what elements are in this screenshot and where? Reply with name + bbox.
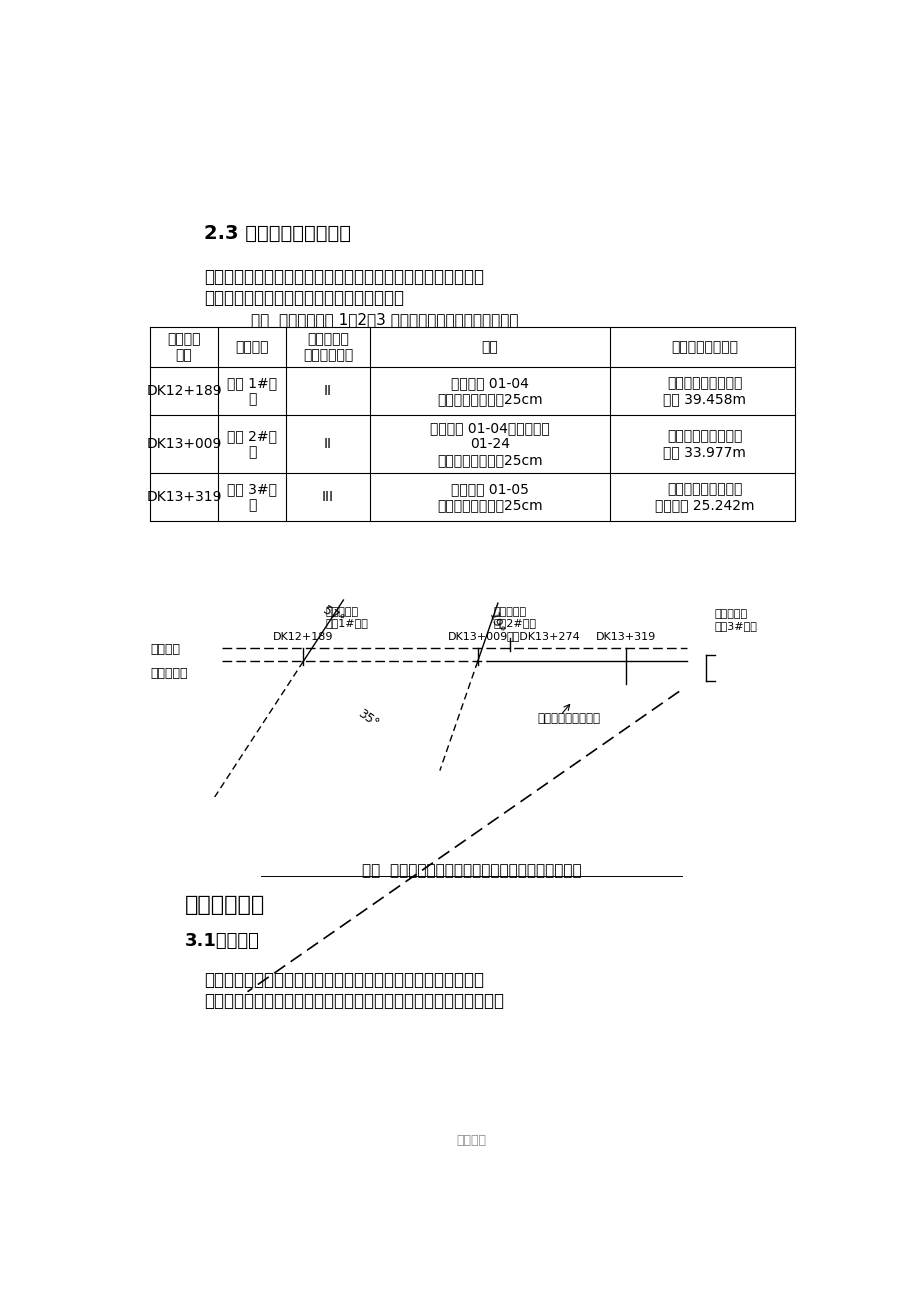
Text: 3.1方案概述: 3.1方案概述 — [185, 932, 259, 950]
Text: DK13+319: DK13+319 — [146, 491, 221, 504]
Text: 新建隧道上跨，轨面
高差 33.977m: 新建隧道上跨，轨面 高差 33.977m — [663, 430, 745, 460]
Text: 57°: 57° — [320, 604, 346, 626]
Text: 推荐精选: 推荐精选 — [456, 1134, 486, 1147]
Text: 交叉段既有
隧道围岩级别: 交叉段既有 隧道围岩级别 — [302, 332, 353, 362]
Text: DK13+009: DK13+009 — [447, 631, 507, 642]
Text: 福平铁路: 福平铁路 — [151, 643, 180, 655]
Text: 衬砌: 衬砌 — [482, 340, 498, 354]
Text: 出口路基线路上跨，
轨面高差 25.242m: 出口路基线路上跨， 轨面高差 25.242m — [654, 482, 754, 513]
Text: DK12+189: DK12+189 — [273, 631, 334, 642]
Text: 温福联络线: 温福联络线 — [493, 607, 526, 617]
Text: 2.3 与既有隧道交叉情况: 2.3 与既有隧道交叉情况 — [204, 224, 351, 243]
Text: 新建隧道上跨，轨面
高差 39.458m: 新建隧道上跨，轨面 高差 39.458m — [663, 376, 745, 406]
Text: 鼓山 3#隧
道: 鼓山 3#隧 道 — [227, 482, 277, 513]
Text: 图一  福平铁路新鼓山隧道与既有鼓山隧道交叉示意图: 图一 福平铁路新鼓山隧道与既有鼓山隧道交叉示意图 — [361, 863, 581, 878]
Text: 联络线立体交叉。交叉情况见下表一及图一。: 联络线立体交叉。交叉情况见下表一及图一。 — [204, 289, 403, 307]
Text: 洞口DK13+274: 洞口DK13+274 — [505, 631, 580, 642]
Text: 鼓山2#隧道: 鼓山2#隧道 — [493, 618, 536, 629]
Text: 既有隧道: 既有隧道 — [235, 340, 268, 354]
Text: DK12+189: DK12+189 — [146, 384, 221, 398]
Text: 新鼓山隧道出口路基: 新鼓山隧道出口路基 — [537, 712, 600, 725]
Text: 福枢隧参 01-05
混凝土（无仰拱）25cm: 福枢隧参 01-05 混凝土（无仰拱）25cm — [437, 482, 542, 513]
Text: 新鼓山隧道出口段邻近营业线施工分为三部分考虑，一是出口段: 新鼓山隧道出口段邻近营业线施工分为三部分考虑，一是出口段 — [204, 971, 483, 990]
Text: 鼓山 1#隧
道: 鼓山 1#隧 道 — [227, 376, 277, 406]
Text: II: II — [323, 437, 332, 452]
Text: 温福联络线: 温福联络线 — [324, 607, 357, 617]
Text: 福枢隧参 01-04、福枢隧参
01-24
混凝土（无仰拱）25cm: 福枢隧参 01-04、福枢隧参 01-24 混凝土（无仰拱）25cm — [430, 421, 550, 467]
Text: 19°: 19° — [485, 611, 505, 635]
Text: DK13+319: DK13+319 — [596, 631, 656, 642]
Text: 标一  福州枢纽鼓山 1、2、3 号隧道与本线隧道相交段情况表: 标一 福州枢纽鼓山 1、2、3 号隧道与本线隧道相交段情况表 — [250, 311, 517, 327]
Text: 路基上跨既有隧道，二是隧道进洞段落，三是洞内上跨既有隧道段施: 路基上跨既有隧道，二是隧道进洞段落，三是洞内上跨既有隧道段施 — [204, 992, 504, 1009]
Text: 鼓山3#隧道: 鼓山3#隧道 — [714, 621, 757, 630]
Text: 三、施工方案: 三、施工方案 — [185, 896, 265, 915]
Text: 鼓山 2#隧
道: 鼓山 2#隧 道 — [227, 430, 277, 460]
Text: II: II — [323, 384, 332, 398]
Text: 福厦联络线: 福厦联络线 — [714, 609, 747, 618]
Text: 新鼓山隧道: 新鼓山隧道 — [151, 667, 188, 680]
Text: 与新建隧道的关系: 与新建隧道的关系 — [671, 340, 737, 354]
Text: DK13+009: DK13+009 — [146, 437, 221, 452]
Text: 鼓山1#隧道: 鼓山1#隧道 — [324, 618, 368, 629]
Text: III: III — [322, 491, 334, 504]
Text: 线路交叉
里程: 线路交叉 里程 — [167, 332, 200, 362]
Text: 35°: 35° — [355, 707, 380, 730]
Text: 出口段位于福州市魁岐村北侧的山坡上，与既有温福、福厦铁路: 出口段位于福州市魁岐村北侧的山坡上，与既有温福、福厦铁路 — [204, 268, 483, 286]
Text: 福枢隧参 01-04
混凝土（无仰拱）25cm: 福枢隧参 01-04 混凝土（无仰拱）25cm — [437, 376, 542, 406]
